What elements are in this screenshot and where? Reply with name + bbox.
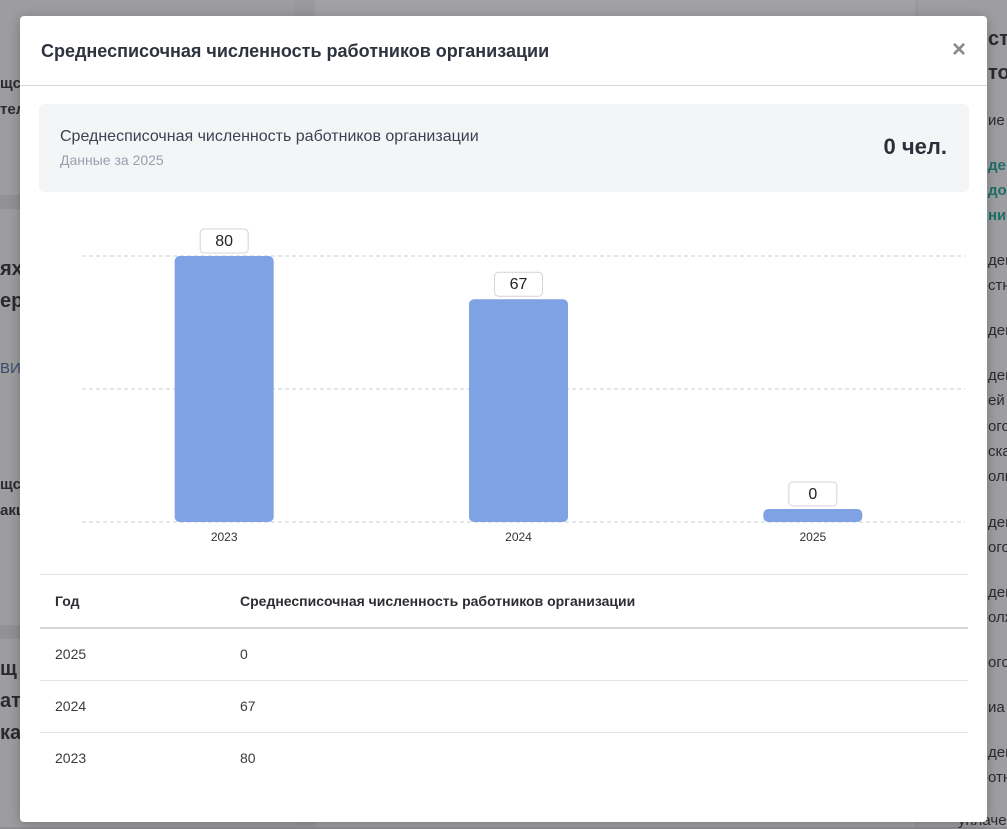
background-text: ден <box>988 322 1007 339</box>
background-text: ст <box>988 28 1007 50</box>
modal-header: Среднесписочная численность работников о… <box>20 16 987 86</box>
data-table: Год Среднесписочная численность работник… <box>40 574 968 784</box>
chart-tick-label: 2023 <box>211 530 238 544</box>
background-text: ден <box>988 744 1007 761</box>
table-cell-year: 2025 <box>55 646 87 662</box>
modal-dialog: Среднесписочная численность работников о… <box>20 16 987 822</box>
chart-data-label-box <box>494 271 543 297</box>
table-cell-year: 2023 <box>55 750 87 766</box>
background-text: отн <box>988 769 1007 786</box>
background-text: ден <box>988 252 1007 269</box>
background-text: ден <box>988 157 1007 174</box>
table-header-year: Год <box>55 593 80 609</box>
close-button[interactable]: × <box>951 36 966 63</box>
table-header-headcount: Среднесписочная численность работников о… <box>240 593 636 609</box>
chart-data-label: 0 <box>808 486 817 503</box>
summary-title: Среднесписочная численность работников о… <box>60 128 479 145</box>
summary-subtitle: Данные за 2025 <box>60 152 164 168</box>
background-text: ден <box>988 367 1007 384</box>
background-text: то <box>988 62 1007 84</box>
table-cell-headcount: 80 <box>240 750 256 766</box>
background-text: щ <box>0 658 17 680</box>
background-text: ого <box>988 654 1007 671</box>
background-text: ого <box>988 418 1007 435</box>
chart-tick-label: 2025 <box>799 530 826 544</box>
background-text: щс <box>0 75 21 92</box>
table-row: 2023 80 <box>40 733 968 784</box>
summary-card: Среднесписочная численность работников о… <box>39 104 969 192</box>
background-text: ни <box>988 207 1007 224</box>
chart-data-label-box <box>788 481 838 507</box>
table-cell-headcount: 67 <box>240 698 256 714</box>
background-text: тел <box>0 101 26 118</box>
chart-data-label: 80 <box>215 233 233 250</box>
background-text: ат <box>0 690 21 712</box>
chart-data-label-box <box>199 228 249 254</box>
table-row: 2024 67 <box>40 681 968 733</box>
chart-tick-label: 2024 <box>505 530 532 544</box>
table-cell-year: 2024 <box>55 698 87 714</box>
chart-bar <box>469 299 568 522</box>
background-text: дох <box>988 182 1007 199</box>
background-text: олн <box>988 468 1007 485</box>
background-text: ска <box>988 443 1007 460</box>
background-text: иа <box>988 699 1005 716</box>
background-text: стн <box>988 277 1007 294</box>
chart-bar <box>174 256 274 522</box>
background-text: ого <box>988 539 1007 556</box>
background-text: ВИ <box>0 360 21 377</box>
background-text: ие <box>988 112 1005 129</box>
table-row: 2025 0 <box>40 629 968 681</box>
background-text: ден <box>988 584 1007 601</box>
summary-value: 0 чел. <box>883 134 947 159</box>
modal-title: Среднесписочная численность работников о… <box>41 41 550 61</box>
background-text: акц <box>0 502 26 519</box>
bar-chart: 80 2023 67 2024 0 2025 <box>82 228 965 544</box>
chart-data-label: 67 <box>510 276 528 293</box>
background-text: ей <box>988 392 1005 409</box>
background-text: олж <box>988 609 1007 626</box>
background-text: ях <box>0 258 23 280</box>
table-header: Год Среднесписочная численность работник… <box>40 574 968 629</box>
table-cell-headcount: 0 <box>240 646 248 662</box>
background-text: ден <box>988 514 1007 531</box>
background-text: щс <box>0 476 21 493</box>
chart-bar <box>763 509 863 522</box>
